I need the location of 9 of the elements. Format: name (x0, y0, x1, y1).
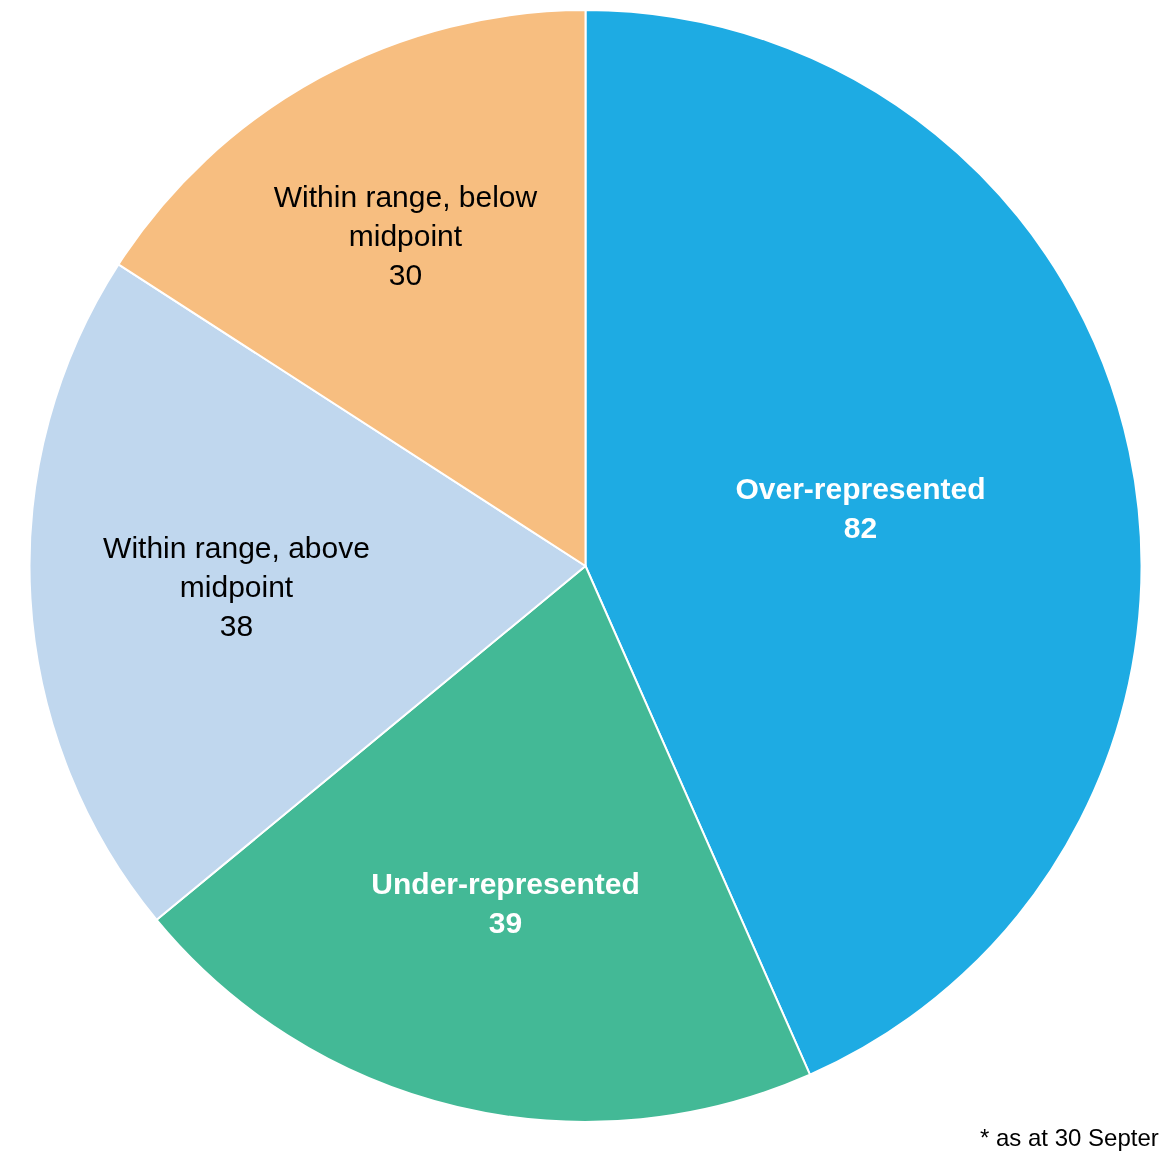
data-label: 82 (843, 511, 878, 545)
text: * as at 30 Septer (980, 1124, 1159, 1151)
slice-label: Within range, below midpoint (273, 180, 538, 253)
data-label: 38 (219, 608, 254, 642)
slice-label: Within range, above midpoint (103, 530, 370, 603)
data-label: 30 (388, 258, 423, 292)
slice-label: Under-represented (371, 867, 640, 901)
data-label: 39 (488, 906, 523, 940)
slice-label: Over-represented (735, 472, 986, 506)
